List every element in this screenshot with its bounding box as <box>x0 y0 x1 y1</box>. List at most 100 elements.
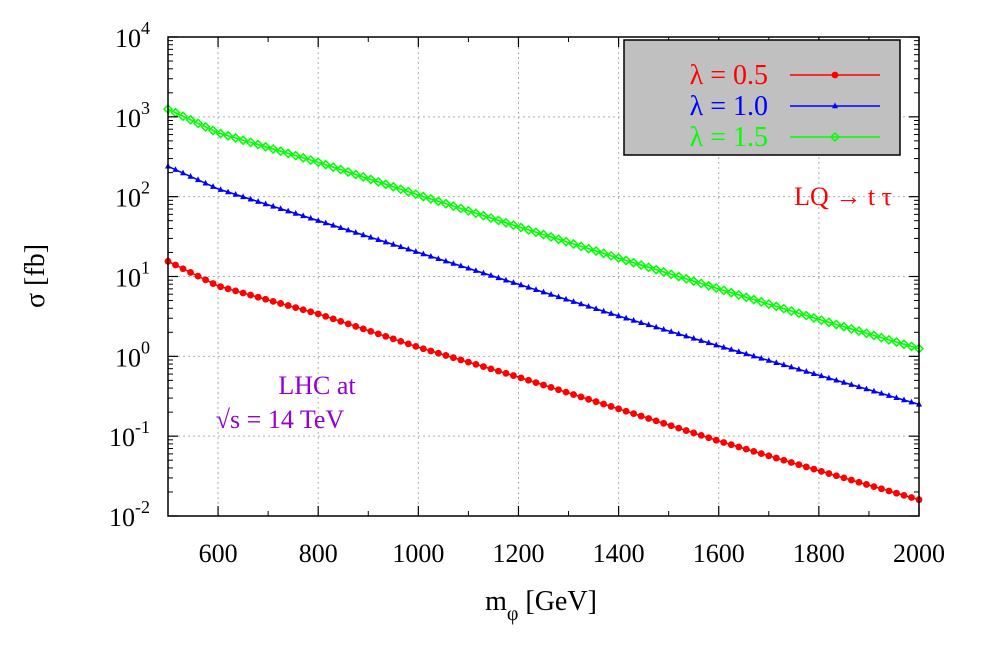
series-point <box>404 340 412 348</box>
series-point <box>185 114 196 125</box>
series-point <box>908 494 915 501</box>
series-point <box>786 305 797 317</box>
series-point <box>560 236 572 247</box>
series-point <box>465 358 472 366</box>
series-point <box>245 137 256 148</box>
y-tick-label: 10-1 <box>109 417 150 452</box>
series-point <box>500 217 512 228</box>
series-point <box>382 333 390 340</box>
y-tick-label: 101 <box>115 258 150 293</box>
series-point <box>382 238 389 245</box>
series-point <box>502 276 509 283</box>
series-point <box>773 359 780 365</box>
series-point <box>335 164 346 175</box>
series-point <box>525 376 532 384</box>
series-point <box>608 310 615 316</box>
series-point <box>555 293 562 300</box>
series-point <box>530 227 542 238</box>
series-point <box>262 200 269 207</box>
series-point <box>726 287 737 298</box>
series-point <box>803 368 810 374</box>
series-point <box>575 241 587 252</box>
series-point <box>434 349 442 357</box>
series-point <box>305 154 316 166</box>
series-point <box>283 148 294 159</box>
series-point <box>831 319 842 330</box>
series-point <box>405 245 412 252</box>
series-point <box>802 463 810 471</box>
series-point <box>322 313 330 320</box>
collider-annotation-line1: LHC at <box>278 371 356 400</box>
legend-label: λ = 1.5 <box>690 122 768 153</box>
legend-label: λ = 1.0 <box>690 91 768 122</box>
series-point <box>344 320 352 328</box>
series-point <box>651 264 662 275</box>
series-point <box>523 224 534 235</box>
series-point <box>637 412 645 420</box>
series-point <box>433 196 444 207</box>
series-point <box>630 410 638 418</box>
series-point <box>517 374 525 382</box>
series-point <box>585 302 592 309</box>
series-point <box>748 294 759 305</box>
series-point <box>795 461 803 469</box>
series-point <box>876 332 887 343</box>
series-point <box>239 289 247 297</box>
series-point <box>772 454 780 462</box>
series-point <box>757 450 765 457</box>
series-point <box>367 233 374 240</box>
series-point <box>718 285 729 296</box>
series-point <box>643 262 654 273</box>
series-point <box>878 389 885 396</box>
series-point <box>793 308 804 319</box>
series-point <box>825 470 833 477</box>
x-tick-label: 800 <box>299 539 338 568</box>
series-point <box>455 203 466 214</box>
x-tick-label: 1200 <box>492 539 544 568</box>
series-point <box>525 283 532 290</box>
series-point <box>352 323 360 330</box>
series-point <box>696 278 707 289</box>
series-point <box>352 229 359 235</box>
series-point <box>187 269 194 276</box>
series-point <box>517 281 524 288</box>
series-point <box>397 243 404 250</box>
series-point <box>315 217 322 223</box>
series-point <box>360 231 367 238</box>
series-point <box>758 354 765 361</box>
series-point <box>487 365 495 373</box>
series-point <box>883 334 895 345</box>
series-point <box>840 474 848 482</box>
series-point <box>403 186 414 197</box>
x-tick-label: 1000 <box>392 539 444 568</box>
series-point <box>538 229 549 240</box>
series-point <box>681 273 692 284</box>
series-point <box>345 226 352 233</box>
series-point <box>658 266 669 278</box>
series-point <box>388 181 399 192</box>
series-point <box>840 379 847 385</box>
series-point <box>223 130 234 141</box>
series-point <box>623 314 630 321</box>
series-point <box>442 352 450 359</box>
series-point <box>832 472 840 480</box>
series-point <box>448 201 459 212</box>
series-point <box>187 172 194 179</box>
series-point <box>675 424 683 432</box>
series-point <box>374 330 382 338</box>
series-point <box>636 259 647 271</box>
series-point <box>750 447 758 455</box>
series-point <box>667 422 675 430</box>
series-point <box>863 385 870 392</box>
series-point <box>532 379 540 387</box>
series-point <box>298 152 309 163</box>
series-point <box>510 372 517 379</box>
series-point <box>373 176 384 187</box>
series-point <box>284 302 292 309</box>
series-point <box>741 292 752 303</box>
series-point <box>395 184 406 195</box>
series-point <box>583 243 594 254</box>
series-point <box>180 169 187 176</box>
series-point <box>177 111 189 122</box>
series-point <box>495 274 502 281</box>
